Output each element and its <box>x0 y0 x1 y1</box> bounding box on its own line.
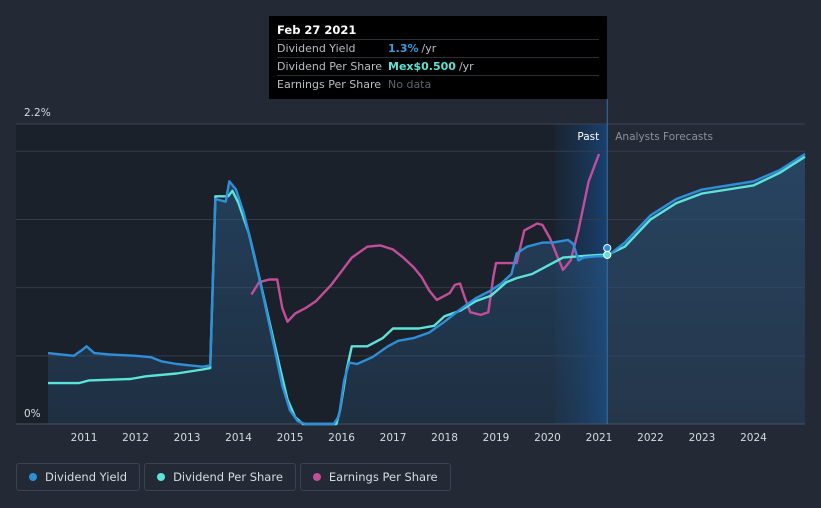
tooltip-label: Earnings Per Share <box>277 78 382 91</box>
legend-dot-icon <box>29 473 37 481</box>
past-label: Past <box>577 131 599 143</box>
legend-dot-icon <box>157 473 166 481</box>
x-tick-label: 2020 <box>534 432 561 444</box>
tooltip-date: Feb 27 2021 <box>277 23 357 37</box>
x-tick-label: 2024 <box>740 432 767 444</box>
chart-tooltip: Feb 27 2021 Dividend Yield 1.3% /yr Divi… <box>269 16 607 99</box>
tooltip-value: Mex$0.500 <box>388 60 456 73</box>
x-tick-label: 2023 <box>689 432 716 444</box>
tooltip-row-earnings-per-share: Earnings Per Share No data <box>277 75 599 93</box>
tooltip-row-dividend-per-share: Dividend Per Share Mex$0.500 /yr <box>277 57 599 75</box>
tooltip-row-dividend-yield: Dividend Yield 1.3% /yr <box>277 39 599 57</box>
series-line-earnings-per-share <box>250 153 601 323</box>
x-tick-label: 2012 <box>122 432 149 444</box>
dividend-yield-area <box>48 154 805 424</box>
x-tick-label: 2013 <box>174 432 201 444</box>
x-tick-label: 2014 <box>225 432 252 444</box>
legend-label: Dividend Per Share <box>173 470 283 484</box>
series-line-dividend-yield <box>47 152 806 426</box>
tooltip-value: No data <box>388 78 432 91</box>
x-tick-label: 2015 <box>277 432 304 444</box>
tooltip-label: Dividend Per Share <box>277 60 383 73</box>
legend-earnings-per-share[interactable]: Earnings Per Share <box>299 463 451 491</box>
forecast-label: Analysts Forecasts <box>615 131 713 143</box>
x-tick-label: 2019 <box>483 432 510 444</box>
chart-legend: Dividend Yield Dividend Per Share Earnin… <box>16 463 451 491</box>
legend-label: Earnings Per Share <box>328 470 438 484</box>
hover-marker <box>603 243 612 253</box>
x-tick-label: 2022 <box>637 432 664 444</box>
hover-marker <box>603 250 612 260</box>
tooltip-label: Dividend Yield <box>277 42 356 55</box>
x-tick-label: 2018 <box>431 432 458 444</box>
y-tick-label: 0% <box>24 408 41 420</box>
x-tick-label: 2017 <box>380 432 407 444</box>
tooltip-unit: /yr <box>421 42 437 55</box>
x-tick-label: 2011 <box>71 432 98 444</box>
x-tick-label: 2016 <box>328 432 355 444</box>
tooltip-unit: /yr <box>458 60 474 73</box>
x-tick-label: 2021 <box>586 432 613 444</box>
legend-label: Dividend Yield <box>45 470 128 484</box>
legend-dividend-yield[interactable]: Dividend Yield <box>16 463 141 491</box>
y-tick-label: 2.2% <box>24 107 51 119</box>
tooltip-value: 1.3% <box>388 42 419 55</box>
legend-dot-icon <box>312 473 321 481</box>
legend-dividend-per-share[interactable]: Dividend Per Share <box>144 463 296 491</box>
